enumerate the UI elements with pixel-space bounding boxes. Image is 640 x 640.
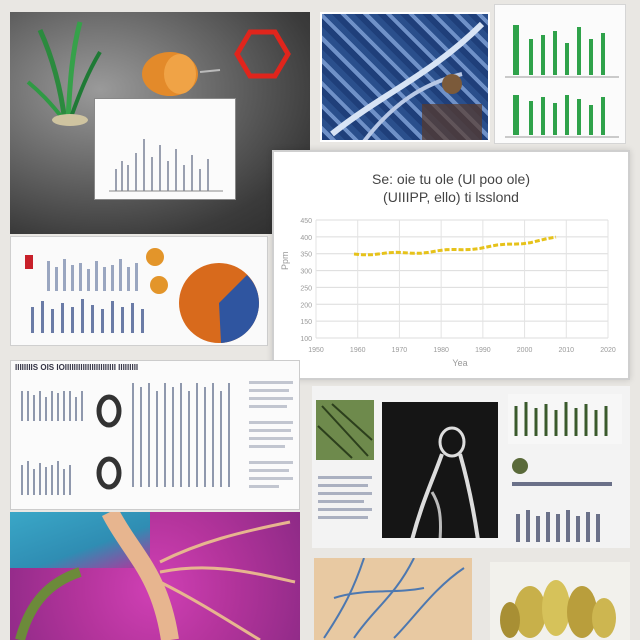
y-tick-label: 300	[300, 269, 312, 276]
fern-texture-image	[320, 12, 490, 142]
x-tick-label: 1950	[308, 347, 324, 354]
pie-slice-blue-2	[219, 275, 259, 303]
x-tick-label: 1980	[433, 347, 449, 354]
document-heading: IIIIIIIIS OIS IOIIIIIIIIIIIIIIIIIIIIIII …	[15, 363, 139, 372]
x-tick-label: 2010	[558, 347, 574, 354]
bar-and-pie-chart-panel	[10, 236, 268, 346]
x-axis-ticks: 1950 1960 1970 1980 1990 2000 2010 2020	[308, 347, 616, 354]
y-tick-label: 200	[300, 302, 312, 309]
y-tick-label: 350	[300, 252, 312, 259]
y-tick-label: 250	[300, 285, 312, 292]
y-axis-label: Ppm	[280, 251, 290, 270]
green-bar-charts	[494, 4, 626, 144]
chart-grid	[315, 219, 609, 339]
plant-illustration	[26, 21, 291, 126]
document-figure-panel: IIIIIIIIS OIS IOIIIIIIIIIIIIIIIIIIIIIII …	[10, 360, 300, 510]
pie-slice-blue	[219, 303, 260, 343]
chart-title: Se: oie tu ole (Ul poo ole) (UIIIPP, ell…	[372, 171, 530, 205]
y-tick-label: 400	[300, 235, 312, 242]
x-tick-label: 2000	[517, 347, 533, 354]
inset-bar-chart	[94, 98, 236, 200]
line-chart-panel: Se: oie tu ole (Ul poo ole) (UIIIPP, ell…	[272, 150, 630, 380]
x-tick-label: 2020	[600, 347, 616, 354]
line-chart: 100 150 200 250 300 350 400 450 1950 1960 1970 198…	[280, 218, 616, 368]
x-axis-label: Yea	[452, 358, 467, 368]
magenta-organic-illustration	[10, 512, 300, 640]
xray-image	[380, 400, 500, 540]
y-tick-label: 150	[300, 319, 312, 326]
y-axis-ticks: 100 150 200 250 300 350 400 450	[300, 218, 312, 343]
plant-illustration-panel	[10, 12, 310, 234]
leaf-vein-illustration	[314, 558, 472, 640]
seed-pod-photo	[490, 562, 630, 640]
y-tick-label: 100	[300, 336, 312, 343]
x-tick-label: 1990	[475, 347, 491, 354]
x-tick-label: 1970	[392, 347, 408, 354]
y-tick-label: 450	[300, 218, 312, 225]
x-tick-label: 1960	[350, 347, 366, 354]
series-line	[353, 235, 557, 257]
